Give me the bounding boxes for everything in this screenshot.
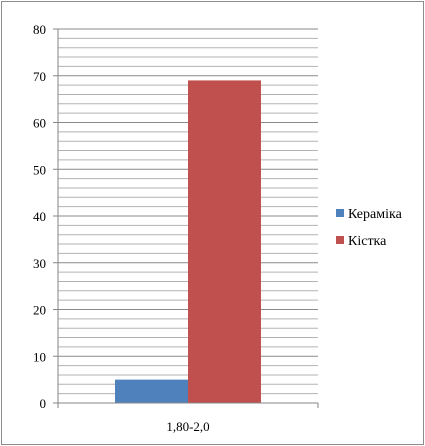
bars-group	[115, 80, 261, 404]
legend-label: Кістка	[348, 234, 387, 249]
bar-ceramics	[115, 379, 188, 403]
bar-bone	[188, 80, 261, 404]
y-tick-label: 0	[40, 396, 47, 411]
y-tick-label: 40	[33, 209, 46, 224]
x-tick-label: 1,80-2,0	[166, 419, 209, 434]
legend-swatch	[336, 236, 344, 244]
y-tick-label: 70	[33, 69, 46, 84]
x-tick-labels: 1,80-2,0	[166, 419, 209, 434]
y-tick-label: 30	[33, 256, 46, 271]
y-tick-labels: 0 10 20 30 40 50 60 70 80	[33, 22, 46, 411]
legend-label: Кераміка	[348, 207, 403, 222]
y-tick-label: 20	[33, 303, 46, 318]
y-tick-label: 50	[33, 162, 46, 177]
legend: Кераміка Кістка	[336, 207, 403, 249]
y-tick-label: 10	[33, 349, 46, 364]
legend-swatch	[336, 209, 344, 217]
y-tick-label: 80	[33, 22, 46, 37]
axes-group	[53, 28, 319, 408]
y-tick-label: 60	[33, 116, 46, 131]
